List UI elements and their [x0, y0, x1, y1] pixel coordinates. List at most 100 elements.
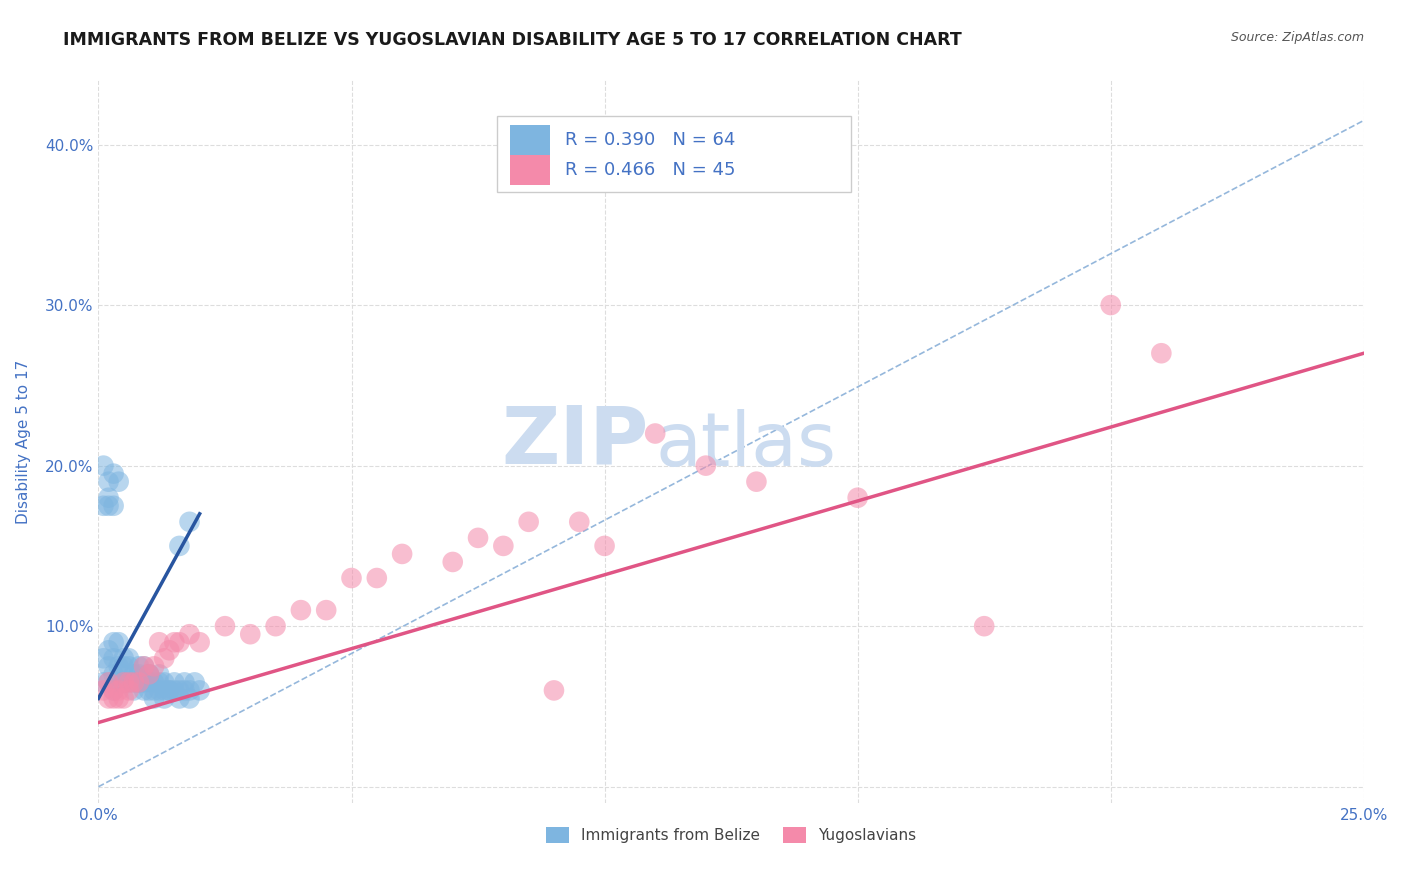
- Point: [132, 659, 155, 673]
- Point: [93, 499, 115, 513]
- Point: [97, 675, 120, 690]
- Point: [118, 675, 141, 690]
- Point: [391, 547, 413, 561]
- Point: [290, 603, 312, 617]
- Point: [138, 667, 160, 681]
- Point: [441, 555, 464, 569]
- Point: [239, 627, 262, 641]
- Point: [492, 539, 515, 553]
- Point: [179, 691, 201, 706]
- Point: [138, 667, 160, 681]
- Point: [97, 659, 120, 673]
- Point: [107, 675, 129, 690]
- Point: [188, 635, 211, 649]
- Point: [107, 475, 129, 489]
- Point: [157, 683, 180, 698]
- Point: [163, 635, 186, 649]
- Point: [366, 571, 388, 585]
- Point: [132, 659, 155, 673]
- Point: [118, 659, 141, 673]
- Point: [112, 667, 135, 681]
- Point: [128, 667, 150, 681]
- Point: [103, 691, 125, 706]
- Text: IMMIGRANTS FROM BELIZE VS YUGOSLAVIAN DISABILITY AGE 5 TO 17 CORRELATION CHART: IMMIGRANTS FROM BELIZE VS YUGOSLAVIAN DI…: [63, 31, 962, 49]
- Point: [128, 675, 150, 690]
- Point: [128, 659, 150, 673]
- Point: [97, 491, 120, 505]
- Point: [118, 675, 141, 690]
- Point: [179, 627, 201, 641]
- Point: [132, 675, 155, 690]
- Point: [173, 683, 195, 698]
- Legend: Immigrants from Belize, Yugoslavians: Immigrants from Belize, Yugoslavians: [540, 822, 922, 849]
- FancyBboxPatch shape: [510, 154, 550, 185]
- Point: [179, 683, 201, 698]
- Point: [103, 499, 125, 513]
- Point: [153, 691, 176, 706]
- Point: [112, 659, 135, 673]
- Point: [173, 675, 195, 690]
- Point: [143, 659, 166, 673]
- Point: [103, 667, 125, 681]
- Point: [103, 683, 125, 698]
- Point: [143, 691, 166, 706]
- Point: [163, 683, 186, 698]
- Point: [103, 683, 125, 698]
- Point: [644, 426, 666, 441]
- Text: R = 0.390   N = 64: R = 0.390 N = 64: [565, 131, 735, 149]
- Point: [169, 539, 191, 553]
- Point: [340, 571, 363, 585]
- Point: [107, 691, 129, 706]
- Point: [122, 683, 145, 698]
- Text: ZIP: ZIP: [502, 402, 648, 481]
- Point: [112, 691, 135, 706]
- Point: [103, 651, 125, 665]
- Text: atlas: atlas: [655, 409, 837, 482]
- Point: [118, 683, 141, 698]
- Y-axis label: Disability Age 5 to 17: Disability Age 5 to 17: [17, 359, 31, 524]
- Point: [93, 458, 115, 473]
- Point: [157, 683, 180, 698]
- Point: [214, 619, 236, 633]
- Point: [97, 691, 120, 706]
- Point: [107, 683, 129, 698]
- Point: [138, 675, 160, 690]
- Point: [157, 643, 180, 657]
- Point: [97, 499, 120, 513]
- Point: [153, 675, 176, 690]
- Point: [93, 683, 115, 698]
- Point: [593, 539, 616, 553]
- Text: Source: ZipAtlas.com: Source: ZipAtlas.com: [1230, 31, 1364, 45]
- Point: [315, 603, 337, 617]
- Point: [107, 635, 129, 649]
- Point: [153, 651, 176, 665]
- Point: [118, 651, 141, 665]
- Text: R = 0.466   N = 45: R = 0.466 N = 45: [565, 161, 735, 179]
- Point: [122, 675, 145, 690]
- Point: [695, 458, 717, 473]
- Point: [467, 531, 489, 545]
- Point: [163, 675, 186, 690]
- Point: [153, 683, 176, 698]
- Point: [148, 675, 170, 690]
- Point: [169, 691, 191, 706]
- Point: [138, 667, 160, 681]
- Point: [122, 667, 145, 681]
- Point: [169, 683, 191, 698]
- Point: [128, 675, 150, 690]
- Point: [169, 635, 191, 649]
- FancyBboxPatch shape: [510, 125, 550, 155]
- Point: [143, 683, 166, 698]
- Point: [179, 515, 201, 529]
- Point: [1099, 298, 1122, 312]
- Point: [93, 675, 115, 690]
- Point: [132, 683, 155, 698]
- FancyBboxPatch shape: [498, 117, 851, 193]
- Point: [97, 643, 120, 657]
- Point: [846, 491, 869, 505]
- Point: [122, 675, 145, 690]
- Point: [183, 675, 205, 690]
- Point: [128, 675, 150, 690]
- Point: [97, 675, 120, 690]
- Point: [1150, 346, 1173, 360]
